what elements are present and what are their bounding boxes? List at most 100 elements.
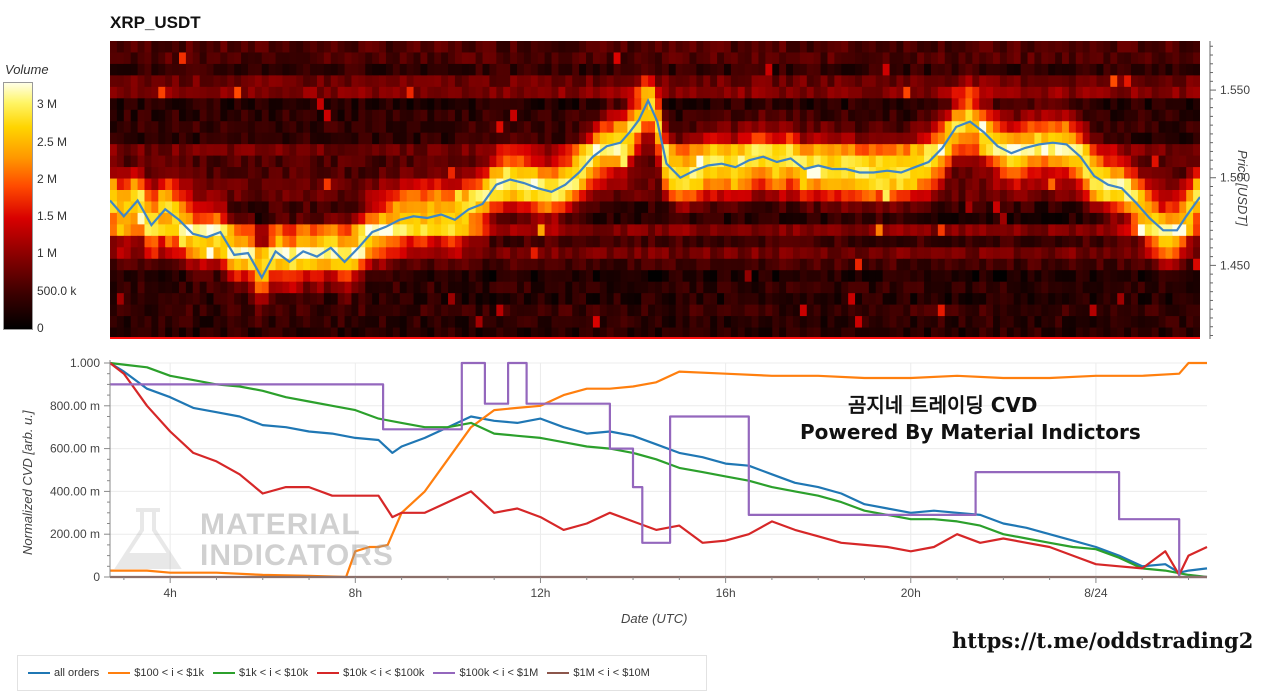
legend-item[interactable]: $1M < i < $10M bbox=[547, 667, 650, 679]
price-heatmap[interactable] bbox=[110, 41, 1200, 339]
legend-item[interactable]: $1k < i < $10k bbox=[212, 667, 308, 679]
heatmap-cell bbox=[1006, 201, 1015, 214]
heatmap-cell bbox=[385, 41, 394, 54]
heatmap-cell bbox=[1193, 247, 1200, 260]
heatmap-cell bbox=[772, 235, 780, 248]
heatmap-cell bbox=[475, 167, 484, 180]
heatmap-cell bbox=[1186, 86, 1194, 99]
heatmap-cell bbox=[454, 167, 463, 180]
legend-item[interactable]: $100k < i < $1M bbox=[433, 667, 538, 679]
heatmap-cell bbox=[399, 98, 408, 111]
heatmap-cell bbox=[820, 121, 829, 134]
heatmap-cell bbox=[213, 293, 221, 306]
heatmap-cell bbox=[703, 224, 711, 237]
colorbar-label: Volume bbox=[5, 62, 49, 77]
heatmap-cell bbox=[1165, 41, 1174, 54]
heatmap-cell bbox=[517, 144, 525, 157]
heatmap-cell bbox=[889, 155, 898, 168]
heatmap-cell bbox=[627, 235, 635, 248]
heatmap-cell bbox=[655, 304, 663, 317]
heatmap-cell bbox=[551, 167, 560, 180]
heatmap-cell bbox=[275, 327, 284, 339]
heatmap-cell bbox=[1144, 155, 1153, 168]
legend-item[interactable]: $100 < i < $1k bbox=[108, 667, 204, 679]
heatmap-cell bbox=[406, 109, 415, 122]
heatmap-cell bbox=[275, 270, 284, 283]
heatmap-cell bbox=[1041, 155, 1049, 168]
heatmap-cell bbox=[220, 109, 228, 122]
heatmap-cell bbox=[1048, 155, 1056, 168]
heatmap-cell bbox=[813, 190, 822, 203]
heatmap-cell bbox=[1124, 212, 1132, 225]
heatmap-cell bbox=[110, 144, 118, 157]
heatmap-cell bbox=[475, 132, 484, 145]
heatmap-cell bbox=[806, 270, 815, 283]
heatmap-cell bbox=[682, 304, 691, 317]
heatmap-cell bbox=[330, 155, 339, 168]
heatmap-cell bbox=[241, 316, 249, 329]
heatmap-cell bbox=[158, 190, 166, 203]
heatmap-cell bbox=[999, 86, 1008, 99]
heatmap-cell bbox=[910, 144, 918, 157]
heatmap-cell bbox=[379, 247, 387, 260]
heatmap-cell bbox=[220, 98, 228, 111]
heatmap-cell bbox=[558, 327, 566, 339]
heatmap-cell bbox=[385, 178, 394, 191]
heatmap-cell bbox=[903, 86, 911, 99]
heatmap-cell bbox=[820, 235, 829, 248]
heatmap-cell bbox=[661, 52, 670, 65]
heatmap-cell bbox=[1020, 63, 1029, 76]
heatmap-cell bbox=[475, 316, 484, 329]
heatmap-cell bbox=[351, 75, 359, 88]
heatmap-cell bbox=[1027, 167, 1036, 180]
heatmap-cell bbox=[344, 167, 353, 180]
heatmap-cell bbox=[723, 293, 732, 306]
heatmap-cell bbox=[303, 212, 311, 225]
heatmap-cell bbox=[1048, 86, 1056, 99]
heatmap-cell bbox=[882, 52, 891, 65]
heatmap-cell bbox=[979, 98, 987, 111]
heatmap-cell bbox=[220, 212, 228, 225]
heatmap-cell bbox=[165, 201, 173, 214]
heatmap-cell bbox=[1110, 247, 1118, 260]
heatmap-cell bbox=[613, 304, 622, 317]
heatmap-cell bbox=[523, 212, 532, 225]
heatmap-cell bbox=[758, 304, 766, 317]
heatmap-cell bbox=[1055, 304, 1063, 317]
heatmap-cell bbox=[655, 41, 663, 54]
heatmap-cell bbox=[482, 247, 491, 260]
legend-item[interactable]: $10k < i < $100k bbox=[317, 667, 424, 679]
heatmap-cell bbox=[344, 304, 353, 317]
heatmap-cell bbox=[337, 247, 346, 260]
heatmap-cell bbox=[1048, 52, 1056, 65]
legend-item[interactable]: all orders bbox=[28, 667, 99, 679]
heatmap-cell bbox=[592, 155, 601, 168]
heatmap-cell bbox=[668, 247, 677, 260]
heatmap-cell bbox=[820, 270, 829, 283]
heatmap-cell bbox=[689, 132, 697, 145]
heatmap-cell bbox=[1110, 212, 1118, 225]
heatmap-cell bbox=[1172, 258, 1180, 271]
heatmap-cell bbox=[1055, 75, 1063, 88]
heatmap-cell bbox=[606, 132, 615, 145]
heatmap-cell bbox=[1048, 167, 1056, 180]
heatmap-cell bbox=[751, 121, 760, 134]
heatmap-cell bbox=[855, 109, 863, 122]
telegram-link[interactable]: https://t.me/oddstrading2 bbox=[952, 628, 1254, 653]
heatmap-cell bbox=[1096, 109, 1105, 122]
heatmap-cell bbox=[627, 178, 635, 191]
heatmap-cell bbox=[599, 155, 608, 168]
heatmap-cell bbox=[703, 304, 711, 317]
heatmap-cell bbox=[1151, 155, 1160, 168]
heatmap-cell bbox=[889, 224, 898, 237]
heatmap-cell bbox=[592, 327, 601, 339]
heatmap-cell bbox=[392, 167, 401, 180]
heatmap-cell bbox=[227, 258, 235, 271]
heatmap-cell bbox=[517, 63, 525, 76]
heatmap-cell bbox=[123, 258, 132, 271]
heatmap-cell bbox=[1062, 167, 1070, 180]
heatmap-cell bbox=[489, 201, 497, 214]
heatmap-cell bbox=[358, 41, 366, 54]
heatmap-cell bbox=[1186, 63, 1194, 76]
